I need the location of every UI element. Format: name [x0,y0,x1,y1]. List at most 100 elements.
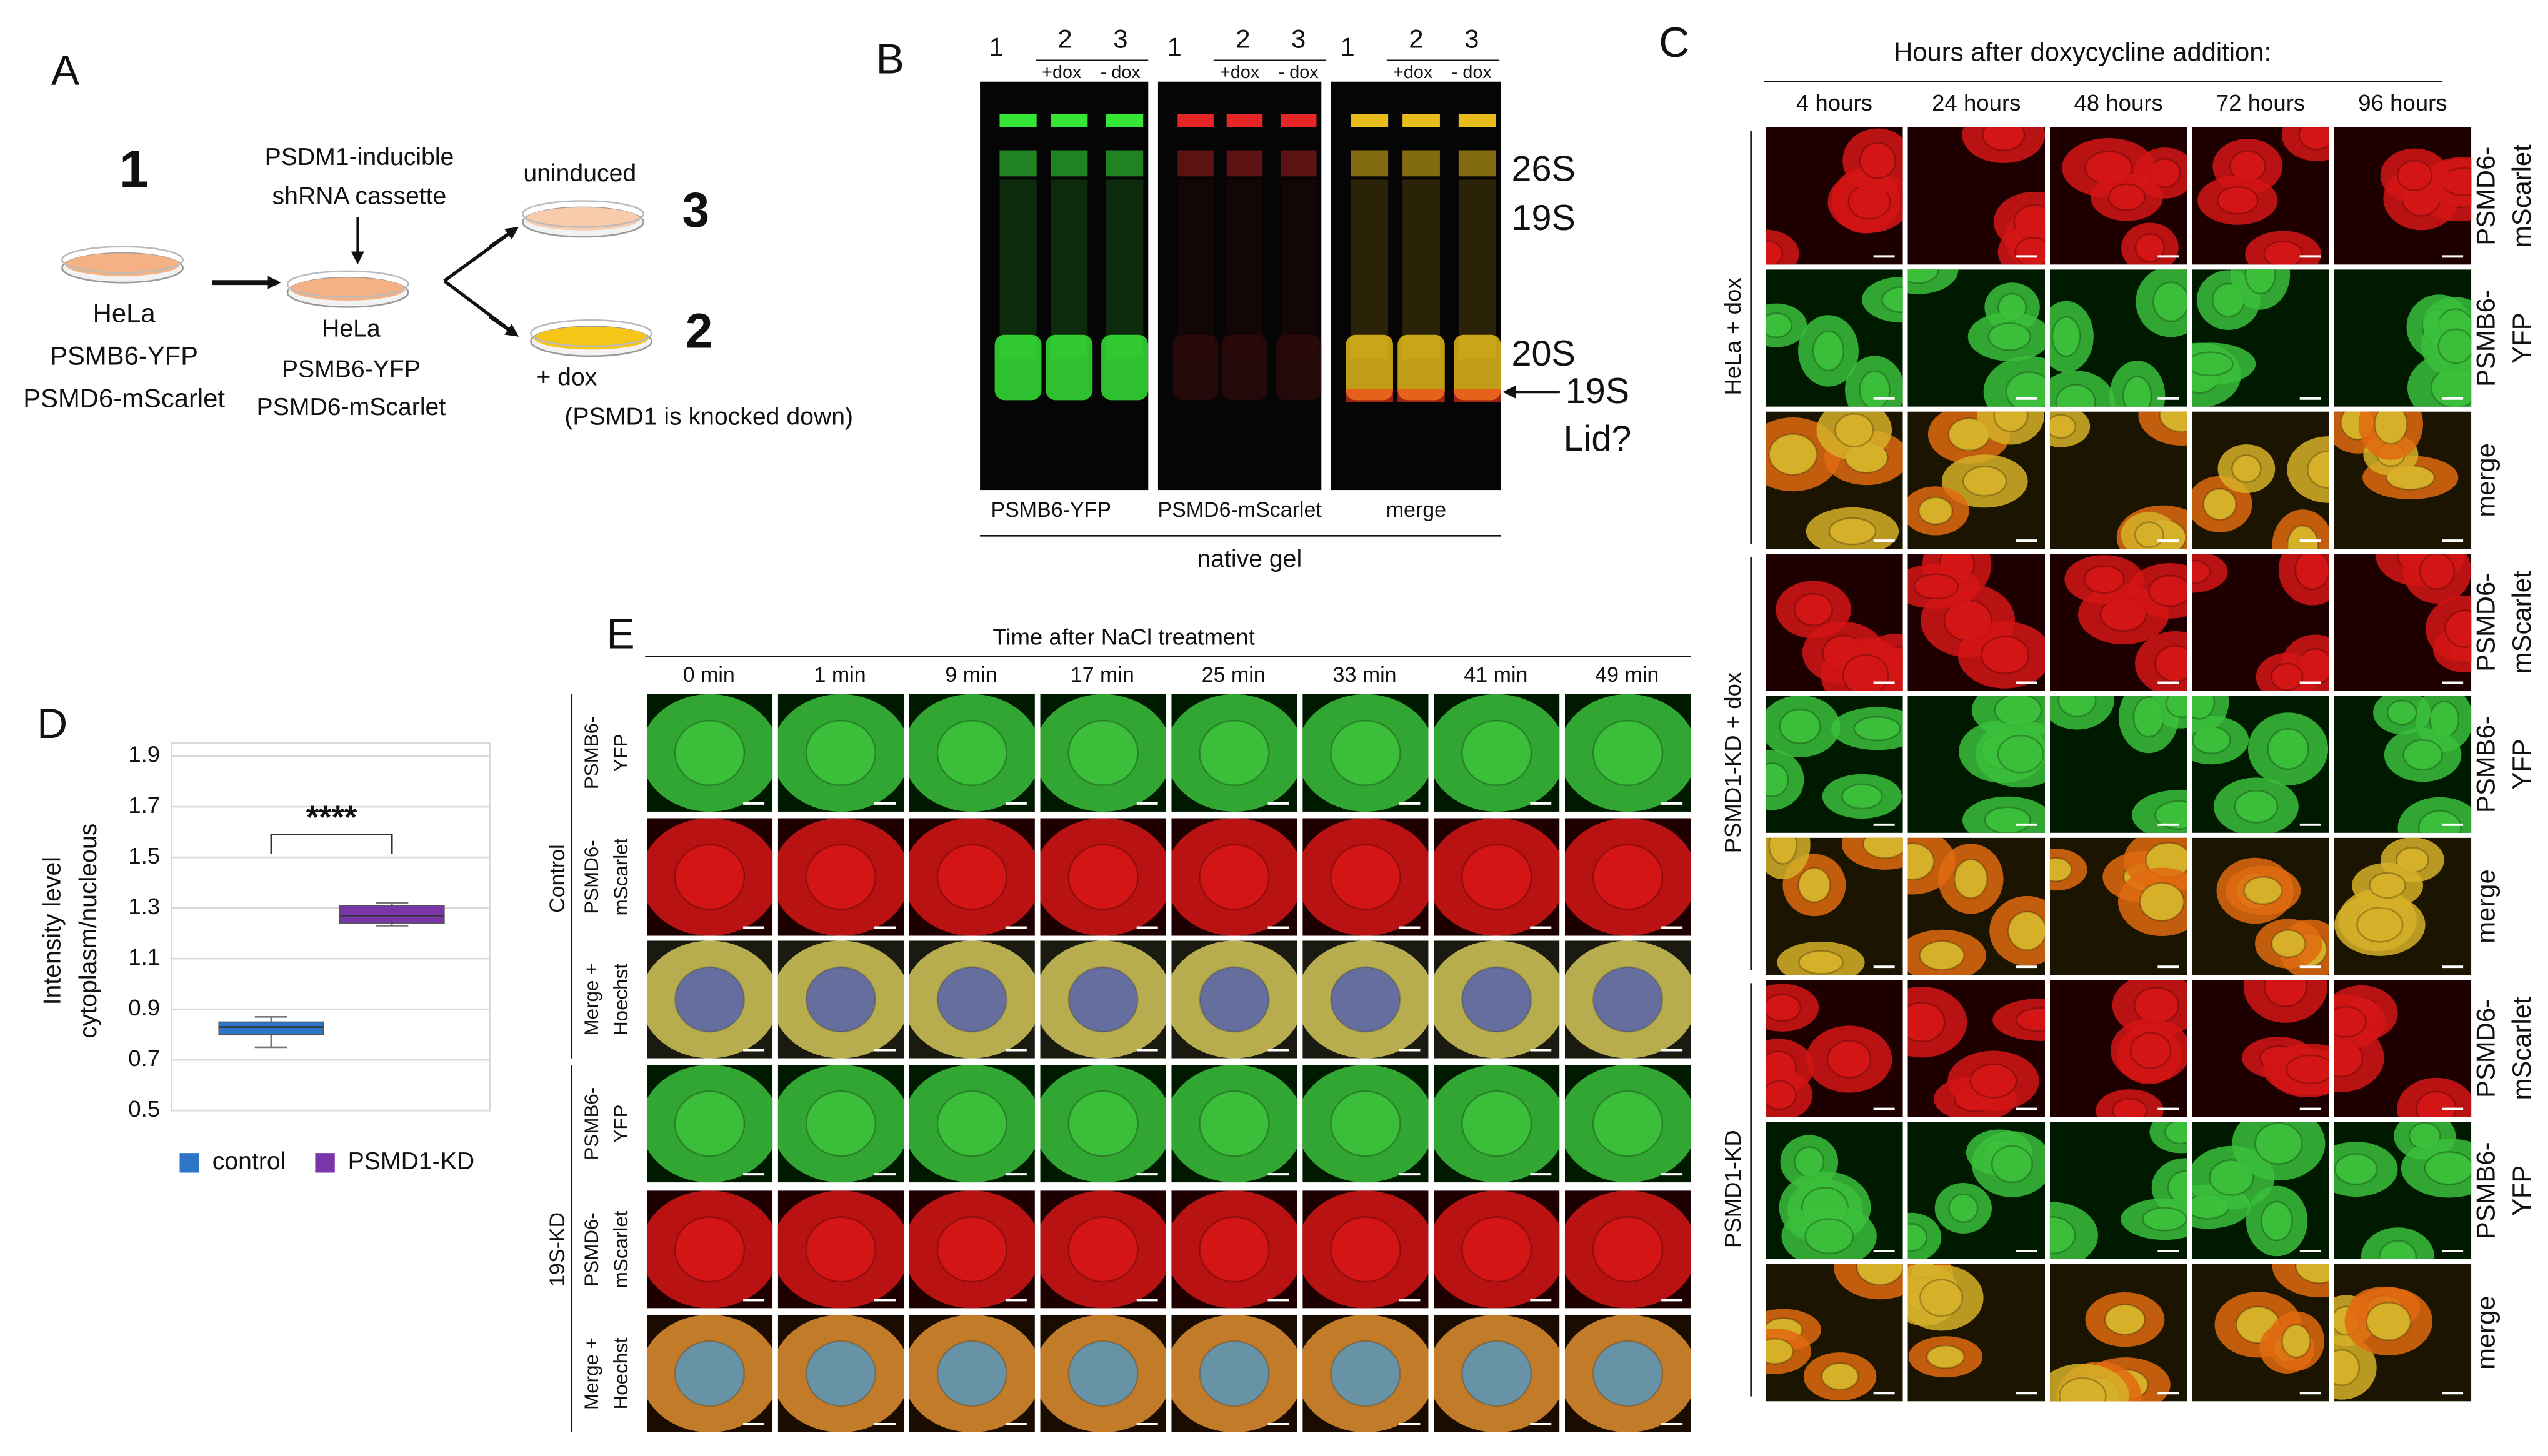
micrograph [2334,837,2472,975]
micrograph [2192,696,2329,833]
lane-number: 2 [1409,24,1423,53]
gel-band [1276,334,1322,401]
micrograph [2334,127,2472,265]
nucleus [1907,1002,1946,1043]
micrograph [1040,1190,1166,1309]
nucleus [2005,371,2046,407]
nucleus [1067,1340,1139,1407]
nucleus [1592,719,1664,786]
row-label: Merge + [581,1337,602,1410]
column-label: 1 min [814,663,866,687]
legend-swatch [315,1153,335,1173]
lane-condition: +dox [1220,62,1260,82]
micrograph [1434,818,1560,936]
nucleus [1794,592,1833,626]
gel-band [994,334,1042,401]
nucleus [1853,716,1901,742]
micrograph [1040,1314,1166,1433]
gel-band [1351,150,1389,177]
nucleus [1962,466,2007,497]
micrograph [909,940,1035,1059]
cassette-label: shRNA cassette [272,183,447,210]
nucleus [1766,239,1784,265]
micrograph [1302,694,1429,812]
dish-rim [530,319,653,347]
condition-label: (PSMD1 is knocked down) [564,403,853,430]
nucleus [1798,950,1844,975]
micrograph [1907,269,2046,407]
panel-title: Hours after doxycycline addition: [1894,37,2271,66]
nucleus [674,1340,746,1407]
nucleus [2294,554,2329,591]
column-label: 41 min [1464,663,1527,687]
nucleus [2057,696,2097,717]
micrograph [1171,694,1297,812]
nucleus [1982,127,2026,151]
row-label: mScarlet [610,1210,632,1288]
micrograph [909,1314,1035,1433]
nucleus [1987,322,2031,351]
nucleus [936,966,1007,1033]
micrograph [646,940,773,1059]
micrograph [1040,818,1166,936]
row-label: PSMD6- [581,1212,602,1287]
nucleus [1330,1216,1401,1283]
row-label: mScarlet [2507,144,2536,247]
dish-rim [522,200,645,228]
micrograph [2192,1122,2329,1260]
nucleus [1881,286,1903,314]
micrograph [2192,1264,2329,1402]
micrograph [777,940,904,1059]
nucleus [2378,1240,2417,1260]
micrograph [1564,940,1691,1059]
gel [1331,81,1501,491]
gel-smear [1177,179,1214,360]
gel-band [1106,114,1144,127]
nucleus [2286,524,2319,549]
micrograph [1564,1314,1691,1433]
nucleus [674,1090,746,1157]
nucleus [2016,1007,2046,1032]
nucleus [2267,728,2309,770]
y-tick-label: 0.5 [128,1096,160,1122]
gel-smear [1402,179,1440,360]
nucleus [1917,496,1954,526]
micrograph [1302,1065,1429,1183]
nucleus [1461,1340,1532,1407]
micrograph [1434,1065,1560,1183]
micrograph [2049,980,2187,1117]
nucleus [1821,1362,1859,1391]
nucleus [1592,1090,1664,1157]
column-label: 48 hours [2074,90,2162,116]
nucleus [1859,370,1891,407]
lane-number: 1 [1167,32,1181,62]
nucleus [1592,1216,1664,1283]
nucleus [2374,411,2408,445]
legend-label: PSMD1-KD [348,1148,475,1175]
nucleus [1913,573,1959,600]
column-label: 33 min [1333,663,1397,687]
dish-label: PSMD6-mScarlet [257,394,446,421]
micrograph [1302,818,1429,936]
nucleus [805,1216,877,1283]
row-label: PSMB6- [2471,1142,2500,1239]
gel-band [999,150,1037,177]
significance-label: **** [306,800,357,836]
micrograph [646,818,773,936]
nucleus [2154,644,2187,682]
panel-label: D [37,700,67,747]
micrograph [2049,837,2187,975]
nucleus [1199,1090,1270,1157]
band-label: Lid? [1564,419,1632,459]
nucleus [2244,269,2276,295]
nucleus [1461,844,1532,910]
row-label: mScarlet [2507,571,2536,674]
lane-number: 2 [1236,24,1250,53]
rule [489,226,519,248]
row-label: PSMD6- [2471,147,2500,246]
nucleus [1768,837,1797,865]
micrograph [1907,980,2046,1117]
nucleus [1592,844,1664,910]
panel-label: A [51,47,80,94]
gel-band [1046,334,1093,401]
